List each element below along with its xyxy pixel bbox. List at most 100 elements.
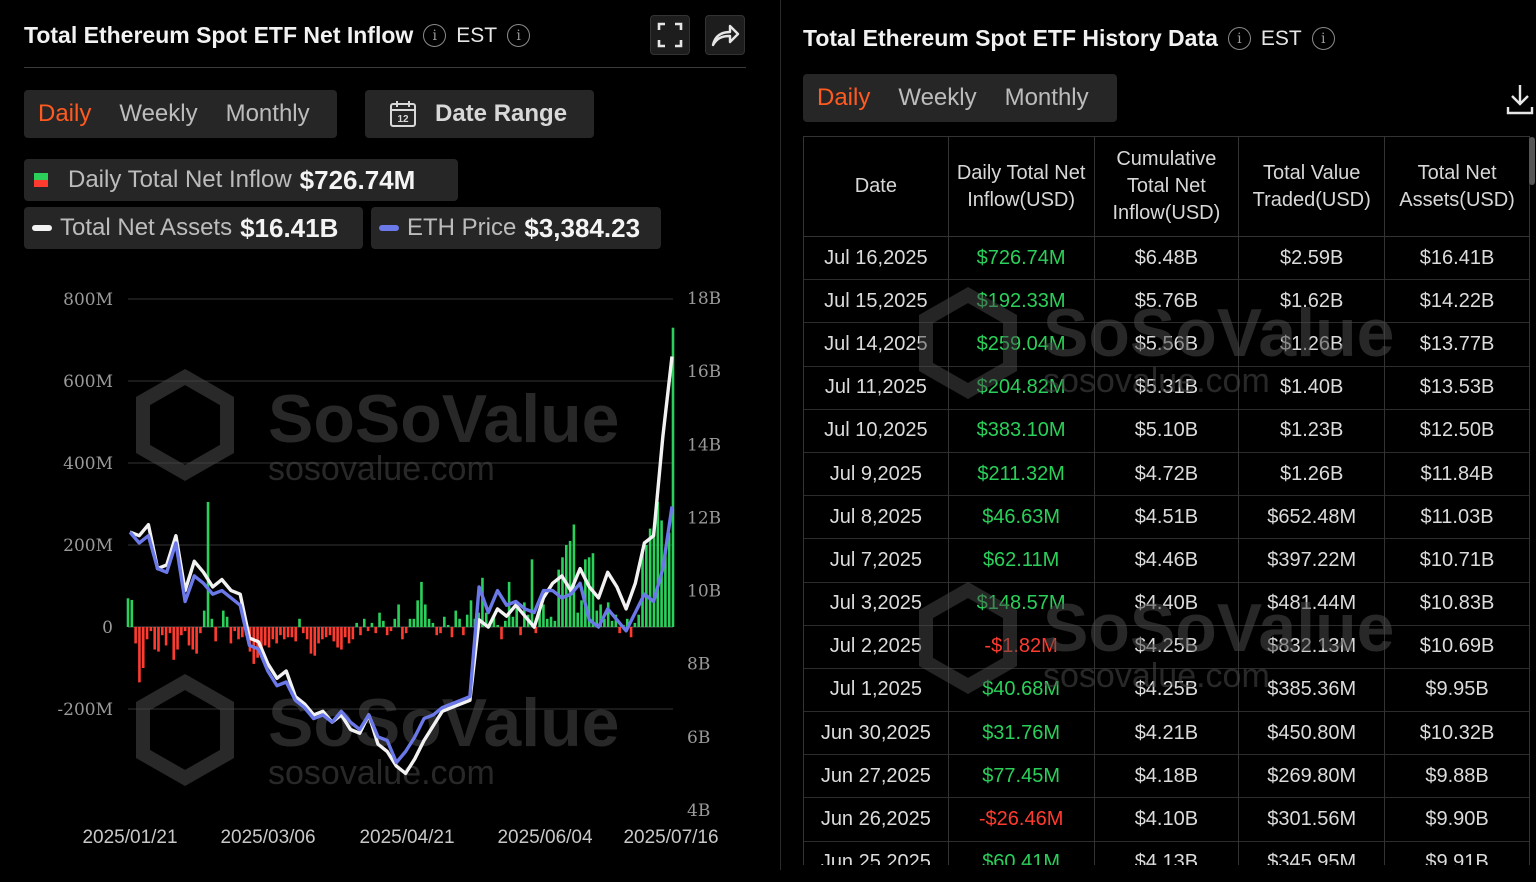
inflow-bar[interactable] — [282, 627, 286, 640]
col-daily-inflow[interactable]: Daily Total Net Inflow(USD) — [947, 136, 1095, 237]
inflow-bar[interactable] — [492, 616, 496, 627]
inflow-bar[interactable] — [484, 612, 488, 627]
inflow-bar[interactable] — [656, 501, 660, 627]
inflow-bar[interactable] — [580, 600, 583, 627]
inflow-bar[interactable] — [210, 618, 214, 627]
inflow-bar[interactable] — [359, 627, 362, 636]
inflow-bar[interactable] — [351, 627, 355, 640]
inflow-bar[interactable] — [625, 618, 629, 627]
inflow-bar[interactable] — [397, 604, 400, 627]
legend-inflow[interactable]: Daily Total Net Inflow $726.74M — [24, 159, 458, 201]
inflow-bar[interactable] — [260, 627, 263, 654]
inflow-bar[interactable] — [214, 627, 217, 642]
inflow-bar[interactable] — [199, 627, 202, 634]
inflow-bar[interactable] — [465, 614, 469, 627]
inflow-bar[interactable] — [530, 559, 534, 627]
table-row[interactable]: Jun 25,2025 $60.41M $4.13B $345.95M $9.91B — [803, 840, 1530, 865]
inflow-bar[interactable] — [180, 627, 183, 636]
inflow-bar[interactable] — [496, 624, 499, 627]
share-button[interactable] — [705, 15, 745, 55]
inflow-bar[interactable] — [587, 557, 591, 627]
inflow-bar[interactable] — [328, 627, 332, 636]
inflow-bar[interactable] — [302, 627, 305, 634]
table-row[interactable]: Jul 8,2025 $46.63M $4.51B $652.48M $11.03B — [803, 495, 1530, 539]
history-table-viewport[interactable]: Date Daily Total Net Inflow(USD) Cumulat… — [783, 0, 1536, 865]
inflow-bar[interactable] — [427, 618, 431, 627]
inflow-bar[interactable] — [313, 627, 317, 656]
legend-eth-price[interactable]: ETH Price $3,384.23 — [371, 207, 661, 249]
inflow-bar[interactable] — [366, 627, 370, 632]
inflow-bar[interactable] — [233, 627, 237, 632]
col-cumulative-inflow[interactable]: Cumulative Total Net Inflow(USD) — [1093, 136, 1240, 237]
inflow-bar[interactable] — [161, 627, 164, 636]
inflow-bar[interactable] — [157, 627, 160, 652]
inflow-bar[interactable] — [629, 627, 633, 638]
inflow-bar[interactable] — [584, 559, 587, 627]
inflow-bar[interactable] — [206, 501, 210, 627]
inflow-bar[interactable] — [641, 549, 644, 627]
inflow-bar[interactable] — [538, 610, 541, 627]
tab-monthly[interactable]: Monthly — [1004, 84, 1089, 111]
inflow-bar[interactable] — [671, 327, 675, 627]
inflow-bar[interactable] — [519, 627, 522, 636]
tab-weekly[interactable]: Weekly — [119, 100, 198, 127]
inflow-bar[interactable] — [568, 540, 572, 627]
fullscreen-button[interactable] — [650, 15, 690, 55]
inflow-bar[interactable] — [187, 627, 191, 646]
inflow-bar[interactable] — [606, 602, 610, 627]
inflow-bar[interactable] — [340, 627, 343, 650]
timezone-info-icon[interactable]: i — [507, 24, 531, 47]
inflow-bar[interactable] — [149, 627, 153, 632]
inflow-bar[interactable] — [553, 620, 557, 627]
inflow-bar[interactable] — [294, 627, 297, 642]
table-row[interactable]: Jul 11,2025 $204.82M $5.31B $1.40B $13.53B — [803, 365, 1530, 410]
inflow-bar[interactable] — [393, 618, 397, 627]
table-row[interactable]: Jul 15,2025 $192.33M $5.76B $1.62B $14.22B — [803, 279, 1530, 323]
inflow-bar[interactable] — [431, 622, 435, 627]
inflow-bar[interactable] — [286, 627, 290, 638]
inflow-bar[interactable] — [439, 627, 442, 634]
inflow-bar[interactable] — [176, 627, 179, 650]
table-row[interactable]: Jul 16,2025 $726.74M $6.48B $2.59B $16.41B — [803, 235, 1530, 280]
inflow-bar[interactable] — [610, 620, 614, 627]
inflow-bar[interactable] — [309, 627, 313, 654]
inflow-bar[interactable] — [637, 614, 640, 627]
inflow-bar[interactable] — [542, 604, 545, 627]
inflow-bar[interactable] — [271, 627, 275, 640]
inflow-bar[interactable] — [500, 627, 503, 640]
table-row[interactable]: Jun 27,2025 $77.45M $4.18B $269.80M $9.88B — [803, 754, 1530, 798]
inflow-bar[interactable] — [298, 618, 301, 627]
table-row[interactable]: Jul 1,2025 $40.68M $4.25B $385.36M $9.95B — [803, 667, 1530, 712]
inflow-bar[interactable] — [241, 627, 244, 638]
inflow-bar[interactable] — [667, 532, 671, 627]
legend-assets[interactable]: Total Net Assets $16.41B — [24, 207, 363, 249]
inflow-bar[interactable] — [332, 627, 336, 642]
date-range-button[interactable]: 12 Date Range — [365, 90, 594, 138]
inflow-bar[interactable] — [145, 627, 149, 640]
inflow-bar[interactable] — [450, 627, 454, 638]
download-icon[interactable] — [1505, 82, 1535, 116]
inflow-bar[interactable] — [664, 549, 667, 627]
inflow-bar[interactable] — [469, 600, 473, 627]
col-date[interactable]: Date — [803, 136, 949, 237]
inflow-bar[interactable] — [317, 627, 320, 644]
inflow-bar[interactable] — [126, 598, 130, 627]
inflow-bar[interactable] — [603, 618, 606, 627]
inflow-bar[interactable] — [561, 557, 564, 627]
inflow-bar[interactable] — [382, 620, 385, 627]
inflow-bar[interactable] — [218, 627, 221, 628]
inflow-bar[interactable] — [423, 604, 427, 627]
inflow-bar[interactable] — [130, 599, 134, 627]
inflow-bar[interactable] — [202, 610, 206, 627]
inflow-bar[interactable] — [237, 627, 240, 640]
inflow-bar[interactable] — [504, 620, 507, 627]
inflow-bar[interactable] — [362, 618, 366, 627]
inflow-bar[interactable] — [172, 627, 176, 660]
inflow-bar[interactable] — [195, 627, 198, 654]
inflow-bar[interactable] — [385, 627, 389, 636]
inflow-bar[interactable] — [324, 627, 328, 638]
timezone-info-icon[interactable]: i — [1311, 27, 1335, 50]
table-row[interactable]: Jul 7,2025 $62.11M $4.46B $397.22M $10.71B — [803, 538, 1530, 582]
inflow-bar[interactable] — [633, 622, 637, 627]
inflow-bar[interactable] — [275, 627, 278, 644]
